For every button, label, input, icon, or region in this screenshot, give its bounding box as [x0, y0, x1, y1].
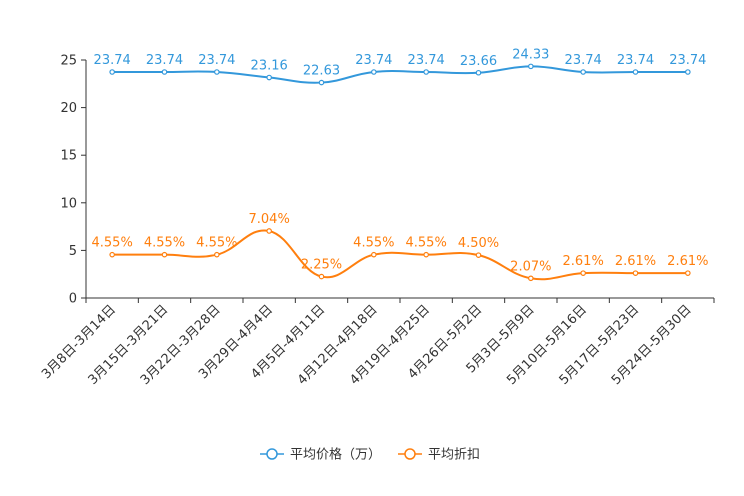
y-tick-label: 20	[60, 101, 77, 116]
data-point	[214, 251, 220, 258]
data-point	[423, 251, 429, 258]
data-label: 23.74	[94, 53, 131, 68]
data-label: 23.74	[355, 53, 392, 68]
data-label: 23.16	[251, 59, 288, 74]
data-point	[580, 69, 586, 75]
x-axis: 3月8日-3月14日3月15日-3月21日3月22日-3月28日3月29日-4月…	[39, 297, 715, 388]
data-label: 7.04%	[249, 212, 290, 227]
data-label: 2.61%	[667, 254, 708, 269]
data-label: 23.74	[617, 53, 654, 68]
data-point	[423, 69, 429, 75]
legend-label: 平均价格（万）	[290, 447, 381, 463]
data-label: 23.74	[408, 53, 445, 68]
data-point	[475, 69, 482, 76]
data-point	[632, 69, 639, 75]
data-point	[214, 69, 220, 75]
legend-item-0[interactable]: 平均价格（万）	[260, 447, 381, 463]
data-label: 4.55%	[144, 236, 185, 251]
data-point	[685, 270, 691, 276]
legend-item-1[interactable]: 平均折扣	[398, 448, 480, 463]
data-point	[161, 69, 168, 75]
data-point	[371, 251, 377, 258]
data-label: 2.61%	[615, 254, 656, 269]
y-axis: 0 5 10 15 20 25	[60, 54, 87, 307]
legend[interactable]: 平均价格（万） 平均折扣	[260, 447, 480, 463]
data-label: 23.74	[198, 53, 235, 68]
data-point	[266, 228, 272, 234]
data-label: 4.55%	[406, 236, 447, 251]
y-tick-label: 5	[69, 244, 77, 259]
data-point	[528, 63, 534, 70]
data-label: 23.74	[146, 53, 183, 68]
data-label: 24.33	[512, 47, 549, 62]
legend-label: 平均折扣	[428, 448, 480, 463]
data-label: 2.07%	[510, 259, 551, 274]
data-label: 4.55%	[353, 236, 394, 251]
data-label-layer: 23.74 23.74 23.74 23.16 22.63 23.74 23.74 23.66…	[92, 47, 709, 274]
data-label: 22.63	[303, 64, 340, 79]
data-point	[318, 79, 325, 86]
data-point	[632, 270, 639, 276]
data-point	[475, 252, 482, 258]
legend-marker-icon	[266, 448, 278, 460]
y-tick-label: 25	[60, 54, 77, 69]
data-label: 2.61%	[563, 254, 604, 269]
data-point	[528, 275, 534, 282]
y-tick-label: 15	[60, 149, 77, 164]
data-label: 23.66	[460, 54, 497, 69]
data-point	[685, 69, 691, 75]
y-tick-label: 10	[60, 196, 77, 211]
data-label: 4.50%	[458, 236, 499, 251]
data-label: 4.55%	[196, 236, 237, 251]
legend-marker-icon	[404, 448, 416, 460]
y-tick-label: 0	[69, 292, 77, 307]
data-point	[371, 69, 377, 75]
data-point	[109, 251, 115, 258]
data-label: 23.74	[565, 53, 602, 68]
data-point	[318, 273, 325, 280]
data-point	[161, 251, 168, 258]
data-point	[580, 270, 586, 276]
series-layer	[109, 63, 691, 282]
data-point	[109, 69, 115, 75]
data-label: 23.74	[669, 53, 706, 68]
data-point	[266, 74, 272, 81]
data-label: 2.25%	[301, 258, 342, 273]
data-label: 4.55%	[92, 236, 133, 251]
series-line-0	[112, 65, 688, 84]
